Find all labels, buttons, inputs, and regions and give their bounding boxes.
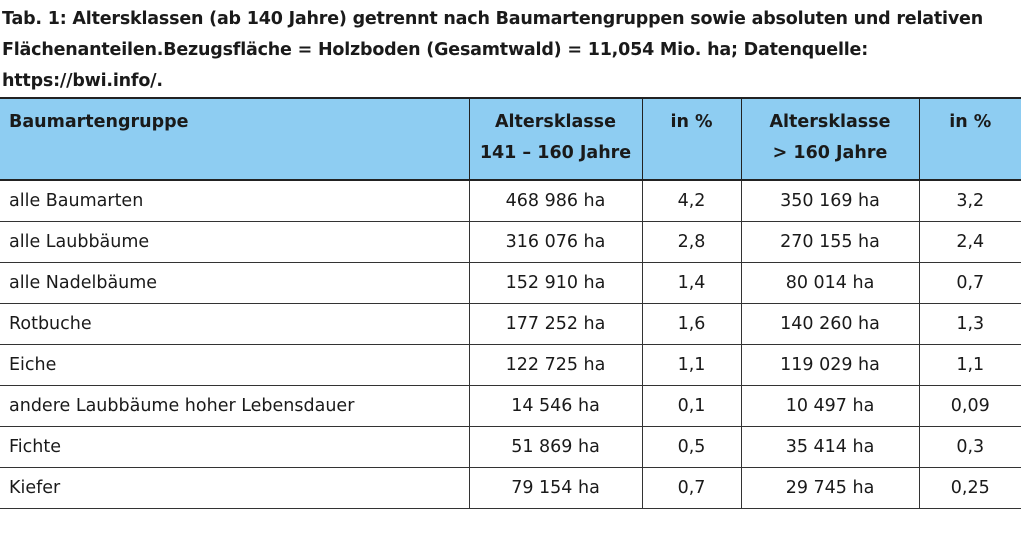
cell-area-141-160: 122 725 ha (468, 344, 643, 386)
cell-group: andere Laubbäume hoher Lebensdauer (0, 385, 470, 427)
table-row: Fichte 51 869 ha 0,5 35 414 ha 0,3 (0, 426, 1021, 468)
cell-area-141-160: 316 076 ha (468, 221, 643, 263)
cell-percent-1: 0,7 (641, 467, 742, 509)
cell-percent-1: 1,1 (641, 344, 742, 386)
cell-percent-1: 0,5 (641, 426, 742, 468)
cell-percent-2: 0,3 (918, 426, 1021, 468)
cell-area-141-160: 51 869 ha (468, 426, 643, 468)
cell-percent-2: 2,4 (918, 221, 1021, 263)
cell-area-over-160: 270 155 ha (740, 221, 920, 263)
cell-area-over-160: 140 260 ha (740, 303, 920, 345)
header-group: Baumartengruppe (0, 97, 470, 181)
table-row: Kiefer 79 154 ha 0,7 29 745 ha 0,25 (0, 467, 1021, 509)
header-row: Baumartengruppe Altersklasse 141 – 160 J… (0, 97, 1021, 181)
cell-area-over-160: 350 169 ha (740, 180, 920, 222)
header-age-over-160-line1: Altersklasse (769, 112, 891, 132)
header-age-over-160: Altersklasse > 160 Jahre (740, 97, 920, 181)
cell-percent-2: 1,1 (918, 344, 1021, 386)
cell-group: Rotbuche (0, 303, 470, 345)
table-row: alle Nadelbäume 152 910 ha 1,4 80 014 ha… (0, 262, 1021, 304)
header-percent-2: in % (918, 97, 1021, 181)
cell-group: alle Baumarten (0, 180, 470, 222)
table-caption: Tab. 1: Altersklassen (ab 140 Jahre) get… (2, 9, 983, 91)
cell-percent-1: 1,6 (641, 303, 742, 345)
table-header: Baumartengruppe Altersklasse 141 – 160 J… (0, 97, 1021, 181)
table-body: alle Baumarten 468 986 ha 4,2 350 169 ha… (0, 180, 1021, 509)
cell-percent-1: 2,8 (641, 221, 742, 263)
cell-area-141-160: 152 910 ha (468, 262, 643, 304)
header-age-over-160-line2: > 160 Jahre (772, 143, 888, 163)
cell-percent-2: 0,09 (918, 385, 1021, 427)
cell-area-over-160: 35 414 ha (740, 426, 920, 468)
header-percent-1: in % (641, 97, 742, 181)
cell-area-141-160: 79 154 ha (468, 467, 643, 509)
table-row: Eiche 122 725 ha 1,1 119 029 ha 1,1 (0, 344, 1021, 386)
cell-group: alle Nadelbäume (0, 262, 470, 304)
header-age-141-160: Altersklasse 141 – 160 Jahre (468, 97, 643, 181)
cell-percent-2: 1,3 (918, 303, 1021, 345)
table-row: alle Baumarten 468 986 ha 4,2 350 169 ha… (0, 180, 1021, 222)
table-row: alle Laubbäume 316 076 ha 2,8 270 155 ha… (0, 221, 1021, 263)
cell-group: Eiche (0, 344, 470, 386)
cell-group: Fichte (0, 426, 470, 468)
cell-area-over-160: 10 497 ha (740, 385, 920, 427)
cell-percent-1: 4,2 (641, 180, 742, 222)
cell-percent-2: 0,25 (918, 467, 1021, 509)
header-age-141-160-line2: 141 – 160 Jahre (479, 143, 632, 163)
cell-area-over-160: 80 014 ha (740, 262, 920, 304)
cell-area-141-160: 468 986 ha (468, 180, 643, 222)
cell-area-141-160: 14 546 ha (468, 385, 643, 427)
cell-area-141-160: 177 252 ha (468, 303, 643, 345)
cell-percent-1: 0,1 (641, 385, 742, 427)
cell-percent-2: 3,2 (918, 180, 1021, 222)
cell-group: Kiefer (0, 467, 470, 509)
header-age-141-160-line1: Altersklasse (495, 112, 616, 132)
cell-area-over-160: 119 029 ha (740, 344, 920, 386)
table-row: andere Laubbäume hoher Lebensdauer 14 54… (0, 385, 1021, 427)
cell-group: alle Laubbäume (0, 221, 470, 263)
cell-percent-1: 1,4 (641, 262, 742, 304)
age-class-table: Baumartengruppe Altersklasse 141 – 160 J… (0, 97, 1021, 509)
cell-percent-2: 0,7 (918, 262, 1021, 304)
cell-area-over-160: 29 745 ha (740, 467, 920, 509)
table-row: Rotbuche 177 252 ha 1,6 140 260 ha 1,3 (0, 303, 1021, 345)
